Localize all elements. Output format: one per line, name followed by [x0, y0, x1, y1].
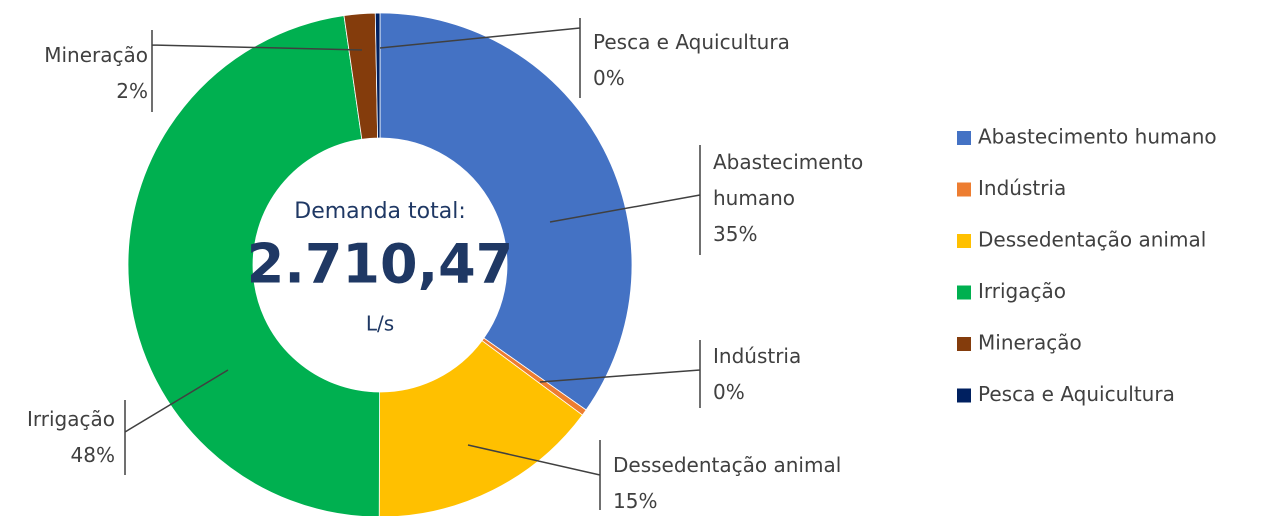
leader-line — [379, 18, 581, 98]
legend-swatch — [957, 234, 971, 248]
label-category: Irrigação — [27, 407, 115, 431]
legend-label: Dessedentação animal — [978, 228, 1206, 252]
legend-label: Irrigação — [978, 279, 1066, 303]
label-value: 2% — [116, 79, 148, 103]
label-value: 15% — [613, 489, 658, 513]
label-category: Pesca e Aquicultura — [593, 30, 790, 54]
center-unit: L/s — [366, 312, 394, 336]
label-category: Abastecimento humano — [713, 150, 864, 210]
data-label: Indústria 0% — [713, 338, 893, 410]
slice — [378, 340, 583, 516]
data-label: Pesca e Aquicultura 0% — [593, 24, 893, 96]
legend-swatch — [957, 285, 971, 300]
leader-line — [467, 440, 601, 510]
legend-label: Pesca e Aquicultura — [978, 382, 1175, 406]
legend-swatch — [957, 337, 971, 351]
legend-label: Indústria — [978, 176, 1066, 200]
center-value: 2.710,47 — [247, 233, 513, 296]
label-value: 0% — [593, 66, 625, 90]
center-title: Demanda total: — [294, 199, 466, 224]
legend-swatch — [957, 131, 971, 145]
data-label: Abastecimento humano 35% — [713, 144, 893, 252]
label-category: Mineração — [44, 43, 148, 67]
leader-line — [539, 340, 701, 408]
label-value: 0% — [713, 380, 745, 404]
leader-line — [151, 30, 363, 112]
label-category: Dessedentação animal — [613, 453, 842, 477]
label-value: 48% — [70, 443, 115, 467]
slice — [374, 12, 381, 139]
data-label: Irrigação 48% — [0, 401, 115, 473]
legend-swatch — [957, 388, 971, 403]
legend-label: Abastecimento humano — [978, 125, 1217, 149]
leader-line — [549, 145, 701, 255]
legend-swatch — [957, 182, 971, 197]
data-label: Mineração 2% — [0, 37, 148, 109]
leader-line — [124, 369, 229, 475]
label-category: Indústria — [713, 344, 802, 368]
label-value: 35% — [713, 222, 758, 246]
slice — [127, 15, 381, 516]
legend-label: Mineração — [978, 331, 1082, 355]
slice — [379, 12, 633, 411]
data-label: Dessedentação animal 15% — [613, 447, 913, 516]
